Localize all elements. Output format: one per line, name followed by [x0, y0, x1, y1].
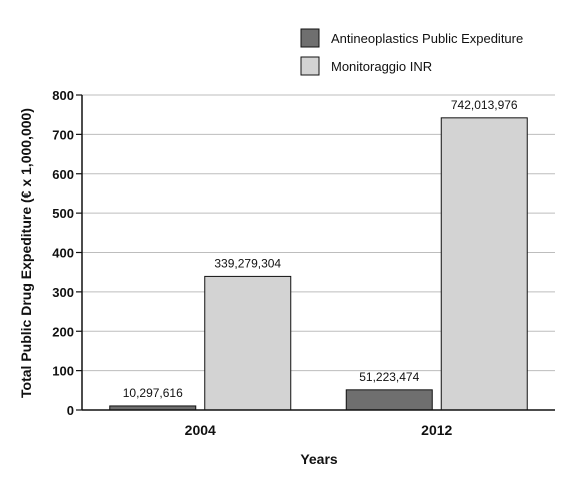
- bars: [109, 117, 528, 411]
- legend-label-series-2: Monitoraggio INR: [331, 59, 432, 74]
- y-tick-label: 800: [52, 88, 74, 103]
- x-axis-title: Years: [300, 451, 338, 467]
- y-axis-title: Total Public Drug Expediture (€ x 1,000,…: [18, 108, 34, 398]
- x-tick-label-2004: 2004: [185, 422, 216, 438]
- y-tick-label: 400: [52, 246, 74, 261]
- legend-swatch-series-1: [300, 28, 320, 48]
- data-label-2012-series-1: 51,223,474: [359, 370, 419, 384]
- legend-label-series-1: Antineoplastics Public Expediture: [331, 31, 523, 46]
- data-labels: 10,297,616 339,279,304 51,223,474 742,013,9…: [123, 98, 518, 400]
- x-tick-label-2012: 2012: [421, 422, 452, 438]
- gridlines: [82, 94, 555, 372]
- legend-swatch-series-2: [300, 56, 320, 76]
- y-tick-label: 100: [52, 364, 74, 379]
- y-tick-label: 500: [52, 206, 74, 221]
- y-axis-ticks: 0 100 200 300 400 500 600 700 800: [52, 88, 82, 418]
- bar-2012-series-2: [440, 117, 528, 411]
- y-tick-label: 0: [67, 403, 74, 418]
- data-label-2004-series-2: 339,279,304: [214, 256, 281, 270]
- data-label-2012-series-2: 742,013,976: [451, 98, 518, 112]
- y-tick-label: 200: [52, 324, 74, 339]
- legend: Antineoplastics Public Expediture Monitor…: [300, 28, 523, 76]
- y-tick-label: 300: [52, 285, 74, 300]
- bar-2012-series-1: [345, 389, 433, 411]
- y-tick-label: 700: [52, 127, 74, 142]
- x-axis-ticks: 2004 2012: [185, 422, 453, 438]
- bar-2004-series-2: [204, 275, 292, 411]
- y-tick-label: 600: [52, 167, 74, 182]
- data-label-2004-series-1: 10,297,616: [123, 386, 183, 400]
